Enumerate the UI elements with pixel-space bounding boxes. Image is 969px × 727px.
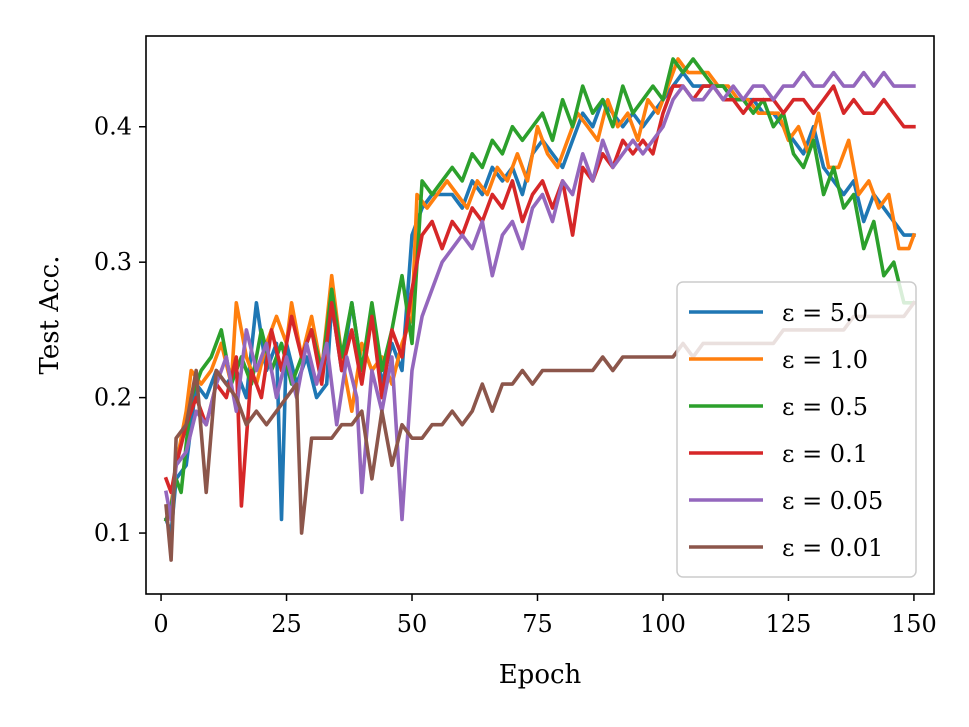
x-tick-label: 25 [271,610,302,638]
series-line-3 [163,84,916,508]
x-tick-label: 150 [891,610,937,638]
x-tick-label: 0 [153,610,168,638]
x-tick-label: 100 [640,610,686,638]
y-tick-label: 0.3 [94,248,132,276]
y-tick-label: 0.2 [94,384,132,412]
x-axis-label: Epoch [499,660,582,690]
y-axis-label: Test Acc. [35,256,65,375]
y-tick-label: 0.4 [94,113,132,141]
legend-label-3: ε = 0.1 [782,440,868,468]
legend-box [676,281,917,578]
legend-label-5: ε = 0.01 [782,534,883,562]
x-tick-label: 50 [397,610,428,638]
legend-label-4: ε = 0.05 [782,487,883,515]
y-tick-label: 0.1 [94,519,132,547]
legend-label-1: ε = 1.0 [782,346,868,374]
legend-label-0: ε = 5.0 [782,299,868,327]
y-axis: 0.1 0.2 0.3 0.4 [94,113,146,547]
plot-frame [145,35,935,595]
legend: ε = 5.0 ε = 1.0 ε = 0.5 ε = 0.1 ε = 0.05 ε = … [676,281,917,578]
x-axis: 0 25 50 75 100 125 150 [153,594,937,638]
series-line-4 [164,70,916,522]
legend-label-2: ε = 0.5 [782,393,868,421]
x-tick-label: 75 [522,610,553,638]
x-tick-label: 125 [766,610,812,638]
